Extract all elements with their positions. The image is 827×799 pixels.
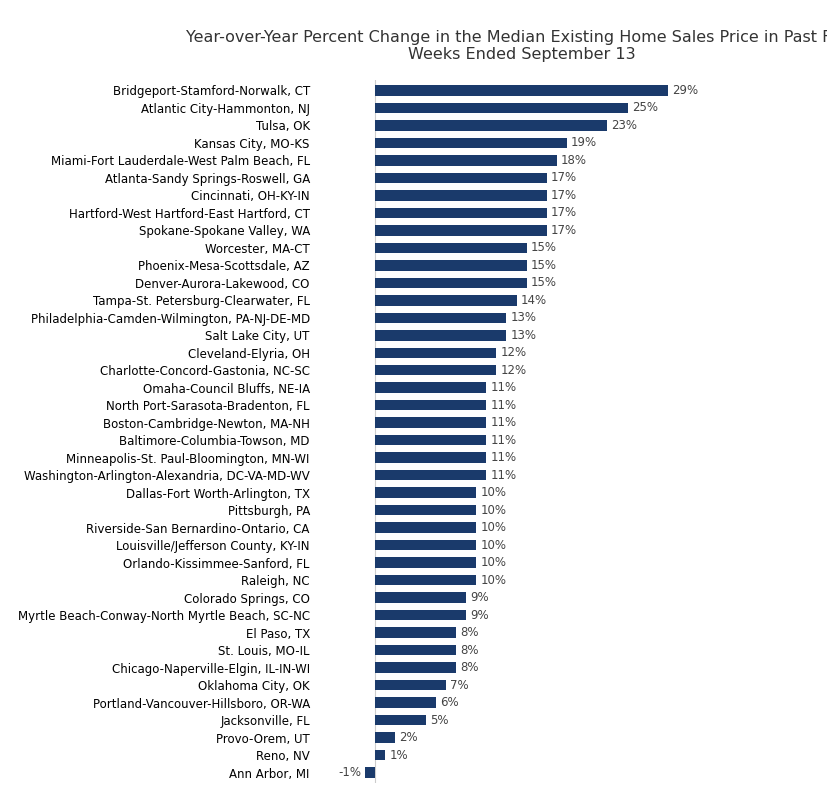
Bar [375, 733, 395, 743]
Text: 17%: 17% [550, 171, 576, 185]
Text: 7%: 7% [449, 678, 468, 692]
Bar [365, 767, 375, 777]
Text: 25%: 25% [631, 101, 657, 114]
Bar [375, 312, 506, 323]
Text: 19%: 19% [571, 137, 596, 149]
Bar [375, 627, 456, 638]
Text: 10%: 10% [480, 539, 505, 551]
Bar [375, 452, 485, 463]
Text: 11%: 11% [490, 451, 516, 464]
Text: 13%: 13% [510, 312, 536, 324]
Text: 11%: 11% [490, 469, 516, 482]
Text: 8%: 8% [460, 643, 478, 657]
Text: 17%: 17% [550, 189, 576, 202]
Bar [375, 383, 485, 393]
Text: -1%: -1% [337, 766, 361, 779]
Bar [375, 435, 485, 446]
Text: 6%: 6% [439, 696, 458, 709]
Bar [375, 365, 496, 376]
Bar [375, 85, 667, 96]
Bar [375, 173, 546, 183]
Bar [375, 487, 476, 498]
Text: 29%: 29% [672, 84, 697, 97]
Bar [375, 277, 526, 288]
Bar [375, 698, 435, 708]
Text: 15%: 15% [530, 259, 556, 272]
Bar [375, 155, 557, 165]
Bar [375, 225, 546, 236]
Bar [375, 102, 627, 113]
Text: 12%: 12% [500, 364, 526, 377]
Text: 15%: 15% [530, 276, 556, 289]
Bar [375, 190, 546, 201]
Bar [375, 400, 485, 411]
Bar [375, 715, 425, 725]
Bar [375, 243, 526, 253]
Text: 14%: 14% [520, 294, 546, 307]
Text: 8%: 8% [460, 626, 478, 639]
Bar [375, 680, 446, 690]
Text: 10%: 10% [480, 556, 505, 569]
Bar [375, 575, 476, 586]
Text: 8%: 8% [460, 661, 478, 674]
Text: 17%: 17% [550, 224, 576, 237]
Text: 18%: 18% [561, 154, 586, 167]
Bar [375, 470, 485, 480]
Bar [375, 592, 466, 603]
Bar [375, 505, 476, 515]
Bar [375, 120, 607, 130]
Text: 10%: 10% [480, 521, 505, 535]
Bar [375, 208, 546, 218]
Bar [375, 749, 385, 761]
Text: 10%: 10% [480, 574, 505, 586]
Text: 1%: 1% [389, 749, 408, 761]
Bar [375, 645, 456, 655]
Text: 11%: 11% [490, 381, 516, 394]
Bar [375, 523, 476, 533]
Text: 12%: 12% [500, 346, 526, 360]
Text: 11%: 11% [490, 416, 516, 429]
Text: 13%: 13% [510, 328, 536, 342]
Text: 11%: 11% [490, 434, 516, 447]
Title: Year-over-Year Percent Change in the Median Existing Home Sales Price in Past Fo: Year-over-Year Percent Change in the Med… [186, 30, 827, 62]
Text: 23%: 23% [611, 119, 637, 132]
Bar [375, 348, 496, 358]
Text: 2%: 2% [399, 731, 418, 744]
Text: 10%: 10% [480, 486, 505, 499]
Bar [375, 295, 516, 305]
Text: 17%: 17% [550, 206, 576, 220]
Text: 15%: 15% [530, 241, 556, 254]
Text: 10%: 10% [480, 503, 505, 517]
Bar [375, 260, 526, 271]
Text: 9%: 9% [470, 609, 488, 622]
Bar [375, 558, 476, 568]
Bar [375, 662, 456, 673]
Bar [375, 417, 485, 428]
Text: 9%: 9% [470, 591, 488, 604]
Text: 5%: 5% [429, 714, 447, 726]
Text: 11%: 11% [490, 399, 516, 411]
Bar [375, 540, 476, 551]
Bar [375, 330, 506, 340]
Bar [375, 137, 566, 148]
Bar [375, 610, 466, 620]
